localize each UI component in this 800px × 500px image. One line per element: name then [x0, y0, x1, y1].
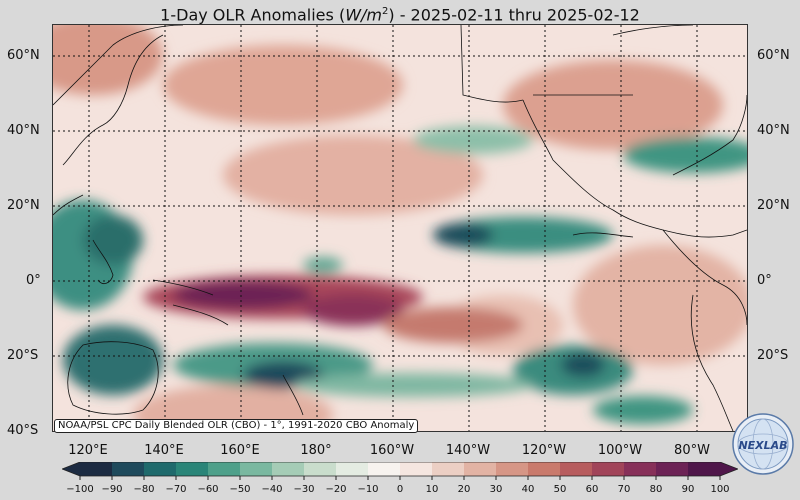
colorbar-segment — [400, 462, 433, 476]
colorbar-segment — [496, 462, 529, 476]
lat-label-right-20s: 20°S — [757, 348, 789, 363]
olr-anomaly-map — [52, 24, 748, 432]
colorbar-tick-label: 50 — [553, 484, 567, 495]
colorbar-tick-label: 10 — [425, 484, 439, 495]
colorbar-tick-label: 100 — [710, 484, 730, 495]
lat-label-left-0: 0° — [26, 273, 41, 288]
lat-label-left-20s: 20°S — [7, 348, 39, 363]
colorbar-segment — [208, 462, 241, 476]
coastlines — [53, 25, 747, 431]
logo-text: NEXLAB — [738, 439, 787, 452]
lat-label-left-60n: 60°N — [7, 48, 40, 63]
colorbar-segment — [432, 462, 465, 476]
colorbar-tick-label: 60 — [585, 484, 599, 495]
colorbar-segment — [80, 462, 113, 476]
colorbar-tick-label: −80 — [133, 484, 155, 495]
colorbar-segment — [240, 462, 273, 476]
data-source-credit: NOAA/PSL CPC Daily Blended OLR (CBO) - 1… — [54, 419, 419, 433]
colorbar-segment — [560, 462, 593, 476]
colorbar — [62, 462, 738, 480]
colorbar-tick-label: 40 — [521, 484, 535, 495]
map-canvas — [53, 25, 747, 431]
lat-label-left-40s: 40°S — [7, 423, 39, 438]
lon-label-140w: 140°W — [445, 443, 491, 458]
lat-label-left-20n: 20°N — [7, 198, 40, 213]
colorbar-segment — [624, 462, 657, 476]
lat-label-right-60n: 60°N — [757, 48, 790, 63]
colorbar-extend-high — [720, 462, 738, 476]
lat-label-left-40n: 40°N — [7, 123, 40, 138]
colorbar-segment — [368, 462, 401, 476]
colorbar-segment — [112, 462, 145, 476]
colorbar-segment — [592, 462, 625, 476]
colorbar-tick-label: −90 — [101, 484, 123, 495]
colorbar-tick-label: 80 — [649, 484, 663, 495]
colorbar-segment — [144, 462, 177, 476]
lon-label-80w: 80°W — [674, 443, 710, 458]
anomaly-field — [53, 25, 747, 431]
colorbar-tick-label: −60 — [197, 484, 219, 495]
nexlab-logo: NEXLAB — [732, 413, 794, 475]
colorbar-extend-low — [62, 462, 80, 476]
lon-label-120w: 120°W — [521, 443, 567, 458]
colorbar-tick-label: −50 — [229, 484, 251, 495]
lat-label-right-40n: 40°N — [757, 123, 790, 138]
colorbar-tick-label: −20 — [325, 484, 347, 495]
lat-label-right-0: 0° — [757, 273, 772, 288]
colorbar-tick-label: −30 — [293, 484, 315, 495]
colorbar-tick-label: −70 — [165, 484, 187, 495]
colorbar-segment — [304, 462, 337, 476]
lon-label-180: 180° — [300, 443, 332, 458]
colorbar-segment — [656, 462, 689, 476]
colorbar-tick-label: −100 — [66, 484, 94, 495]
lon-label-160e: 160°E — [220, 443, 260, 458]
colorbar-segment — [688, 462, 721, 476]
lon-label-160w: 160°W — [369, 443, 415, 458]
lat-label-right-20n: 20°N — [757, 198, 790, 213]
colorbar-tick-label: 20 — [457, 484, 471, 495]
colorbar-segment — [176, 462, 209, 476]
map-title: 1-Day OLR Anomalies (W/m2) - 2025-02-11 … — [160, 5, 640, 25]
colorbar-tick-label: −40 — [261, 484, 283, 495]
colorbar-tick-label: 0 — [396, 484, 404, 495]
colorbar-segment — [528, 462, 561, 476]
colorbar-tick-label: −10 — [357, 484, 379, 495]
colorbar-segment — [336, 462, 369, 476]
colorbar-tick-label: 30 — [489, 484, 503, 495]
lon-label-120e: 120°E — [68, 443, 108, 458]
lon-label-140e: 140°E — [144, 443, 184, 458]
colorbar-segment — [272, 462, 305, 476]
colorbar-segment — [464, 462, 497, 476]
lon-label-100w: 100°W — [597, 443, 643, 458]
colorbar-tick-label: 90 — [681, 484, 695, 495]
colorbar-tick-label: 70 — [617, 484, 631, 495]
graticule — [53, 25, 747, 431]
